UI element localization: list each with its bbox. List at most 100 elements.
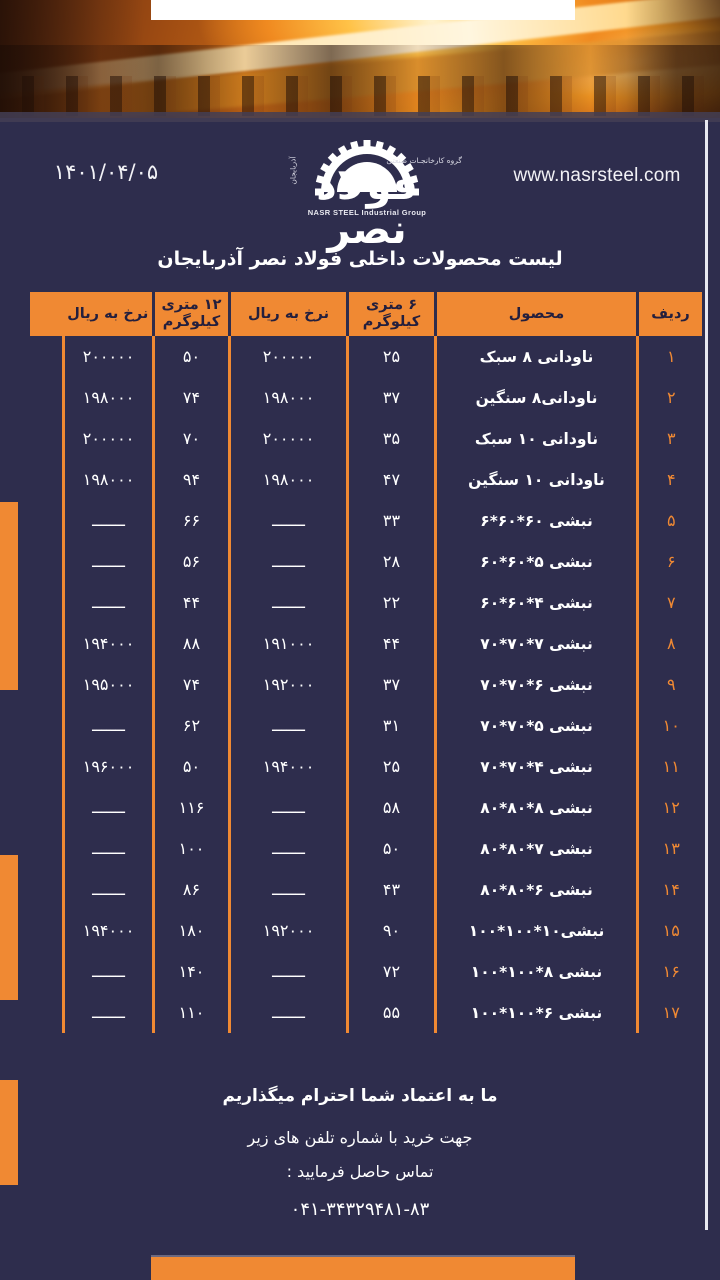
cell-rate-12m: ۱۹۸۰۰۰ <box>63 459 155 500</box>
table-row: ۶ نبشی ۵*۶۰*۶۰ ۲۸ ـــــــ ۵۶ ـــــــ <box>29 541 704 582</box>
cell-rate-12m: ۲۰۰۰۰۰ <box>63 336 155 377</box>
cell-rate-12m: ۱۹۸۰۰۰ <box>63 377 155 418</box>
cell-product-name: نبشی ۴*۷۰*۷۰ <box>435 746 639 787</box>
cell-weight-6m: ۳۷ <box>347 377 437 418</box>
cell-row-number: ۱ <box>637 336 704 377</box>
cell-spacer <box>29 910 65 951</box>
cell-row-number: ۴ <box>637 459 704 500</box>
table-row: ۱۰ نبشی ۵*۷۰*۷۰ ۳۱ ـــــــ ۶۲ ـــــــ <box>29 705 704 746</box>
table-row: ۷ نبشی ۴*۶۰*۶۰ ۲۲ ـــــــ ۴۴ ـــــــ <box>29 582 704 623</box>
cell-spacer <box>29 582 65 623</box>
cell-rate-6m: ۱۹۲۰۰۰ <box>229 910 349 951</box>
cell-weight-6m: ۴۳ <box>347 869 437 910</box>
cell-weight-12m: ۷۴ <box>153 664 231 705</box>
cell-product-name: ناودانی۸ سنگین <box>435 377 639 418</box>
column-header-weight-6m-line1: ۶ متری <box>365 297 418 314</box>
cell-rate-12m: ۱۹۴۰۰۰ <box>63 623 155 664</box>
cell-weight-12m: ۱۱۶ <box>153 787 231 828</box>
column-header-weight-6m-line2: کیلوگرم <box>362 314 421 330</box>
table-row: ۱۲ نبشی ۸*۸۰*۸۰ ۵۸ ـــــــ ۱۱۶ ـــــــ <box>29 787 704 828</box>
banner-right-shadow <box>626 0 720 118</box>
cell-weight-12m: ۷۰ <box>153 418 231 459</box>
cell-rate-6m: ۱۹۴۰۰۰ <box>229 746 349 787</box>
cell-rate-6m: ـــــــ <box>229 541 349 582</box>
cell-weight-6m: ۴۷ <box>347 459 437 500</box>
cell-product-name: نبشی ۶*۸۰*۸۰ <box>435 869 639 910</box>
cell-weight-12m: ۴۴ <box>153 582 231 623</box>
cell-row-number: ۱۶ <box>637 951 704 992</box>
table-row: ۸ نبشی ۷*۷۰*۷۰ ۴۴ ۱۹۱۰۰۰ ۸۸ ۱۹۴۰۰۰ <box>29 623 704 664</box>
cell-weight-12m: ۱۸۰ <box>153 910 231 951</box>
cell-rate-6m: ـــــــ <box>229 951 349 992</box>
gear-arc-icon <box>315 140 419 196</box>
cell-row-number: ۵ <box>637 500 704 541</box>
decor-accent-bar-3 <box>0 1080 18 1185</box>
company-website-url[interactable]: www.nasrsteel.com <box>513 165 681 186</box>
cell-product-name: نبشی ۸*۱۰۰*۱۰۰ <box>435 951 639 992</box>
table-row: ۱۴ نبشی ۶*۸۰*۸۰ ۴۳ ـــــــ ۸۶ ـــــــ <box>29 869 704 910</box>
cell-rate-6m: ـــــــ <box>229 992 349 1033</box>
cell-rate-6m: ـــــــ <box>229 582 349 623</box>
cell-spacer <box>29 705 65 746</box>
cell-rate-6m: ـــــــ <box>229 828 349 869</box>
cell-spacer <box>29 623 65 664</box>
cell-spacer <box>29 500 65 541</box>
cell-weight-6m: ۳۳ <box>347 500 437 541</box>
cell-spacer <box>29 541 65 582</box>
table-row: ۱۷ نبشی ۶*۱۰۰*۱۰۰ ۵۵ ـــــــ ۱۱۰ ـــــــ <box>29 992 704 1033</box>
logo-tagline-fa: گروه کارخانجـات صنعتی <box>386 156 462 165</box>
page-title: لیست محصولات داخلی فولاد نصر آذربایجان <box>157 248 563 270</box>
cell-weight-6m: ۲۵ <box>347 336 437 377</box>
cell-row-number: ۲ <box>637 377 704 418</box>
cell-product-name: نبشی ۸*۸۰*۸۰ <box>435 787 639 828</box>
logo-wordmark: فولاد نصر <box>316 163 419 253</box>
cell-row-number: ۱۴ <box>637 869 704 910</box>
cell-rate-12m: ـــــــ <box>63 992 155 1033</box>
cell-row-number: ۹ <box>637 664 704 705</box>
cell-spacer <box>29 746 65 787</box>
cell-spacer <box>29 664 65 705</box>
cell-weight-6m: ۲۵ <box>347 746 437 787</box>
cell-spacer <box>29 418 65 459</box>
cell-product-name: نبشی۱۰*۱۰۰*۱۰۰ <box>435 910 639 951</box>
cell-product-name: نبشی ۶*۷۰*۷۰ <box>435 664 639 705</box>
cell-weight-12m: ۶۲ <box>153 705 231 746</box>
cell-weight-12m: ۵۰ <box>153 746 231 787</box>
cell-weight-6m: ۵۵ <box>347 992 437 1033</box>
issue-date: ۱۴۰۱/۰۴/۰۵ <box>53 160 159 184</box>
cell-spacer <box>29 787 65 828</box>
table-body: ۱ ناودانی ۸ سبک ۲۵ ۲۰۰۰۰۰ ۵۰ ۲۰۰۰۰۰ ۲ ناودانی۸ … <box>29 336 704 1033</box>
cell-weight-6m: ۴۴ <box>347 623 437 664</box>
cell-spacer <box>29 459 65 500</box>
footer-phone-number[interactable]: ۰۴۱-۳۴۳۲۹۴۸۱-۸۳ <box>290 1199 430 1220</box>
hero-banner-steel-mill-photo <box>0 0 720 118</box>
table-row: ۹ نبشی ۶*۷۰*۷۰ ۳۷ ۱۹۲۰۰۰ ۷۴ ۱۹۵۰۰۰ <box>29 664 704 705</box>
cell-rate-6m: ـــــــ <box>229 500 349 541</box>
cell-rate-6m: ـــــــ <box>229 787 349 828</box>
cell-row-number: ۱۲ <box>637 787 704 828</box>
footer-thanks-message: ما به اعتماد شما احترام میگذاریم <box>222 1086 498 1106</box>
cell-row-number: ۳ <box>637 418 704 459</box>
cell-weight-6m: ۲۸ <box>347 541 437 582</box>
cell-product-name: نبشی ۶*۱۰۰*۱۰۰ <box>435 992 639 1033</box>
table-row: ۴ ناودانی ۱۰ سنگین ۴۷ ۱۹۸۰۰۰ ۹۴ ۱۹۸۰۰۰ <box>29 459 704 500</box>
cell-weight-12m: ۹۴ <box>153 459 231 500</box>
cell-weight-6m: ۵۰ <box>347 828 437 869</box>
column-header-rate-12m: نرخ به ریال <box>63 292 155 336</box>
cell-weight-12m: ۷۴ <box>153 377 231 418</box>
table-row: ۱۶ نبشی ۸*۱۰۰*۱۰۰ ۷۲ ـــــــ ۱۴۰ ـــــــ <box>29 951 704 992</box>
cell-weight-6m: ۷۲ <box>347 951 437 992</box>
cell-rate-6m: ۱۹۲۰۰۰ <box>229 664 349 705</box>
cell-rate-12m: ۱۹۵۰۰۰ <box>63 664 155 705</box>
cell-weight-12m: ۵۰ <box>153 336 231 377</box>
banner-left-shadow <box>0 0 144 118</box>
cell-rate-12m: ۲۰۰۰۰۰ <box>63 418 155 459</box>
decor-accent-bar-2 <box>0 855 18 1000</box>
cell-weight-6m: ۲۲ <box>347 582 437 623</box>
logo-region-fa: آذربایجان <box>288 156 298 185</box>
column-header-weight-12m-line2: کیلوگرم <box>162 314 221 330</box>
cell-product-name: ناودانی ۱۰ سبک <box>435 418 639 459</box>
cell-row-number: ۶ <box>637 541 704 582</box>
cell-weight-6m: ۳۱ <box>347 705 437 746</box>
